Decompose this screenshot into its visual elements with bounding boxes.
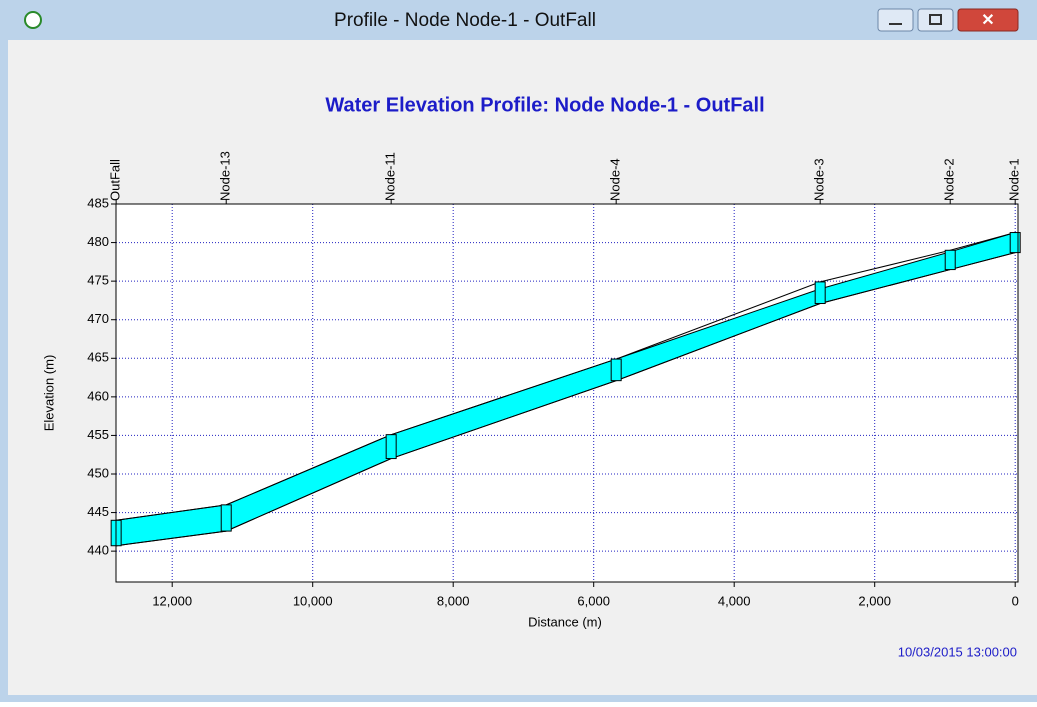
y-tick-label: 445: [87, 504, 109, 519]
y-tick-label: 450: [87, 465, 109, 480]
minimize-button[interactable]: [877, 8, 914, 32]
node-marker: [220, 504, 232, 532]
plot-border: [115, 203, 1019, 583]
close-icon: ✕: [981, 12, 994, 29]
x-tick-label: 0: [1012, 593, 1019, 608]
x-tick-label: 6,000: [577, 593, 610, 608]
x-tick-label: 4,000: [718, 593, 751, 608]
y-tick-label: 465: [87, 350, 109, 365]
node-marker: [814, 281, 826, 305]
node-label: OutFall: [108, 159, 123, 201]
node-label: Node-3: [812, 158, 827, 201]
chart-title: Water Elevation Profile: Node Node-1 - O…: [325, 94, 764, 116]
app-icon: [24, 11, 42, 29]
restore-button[interactable]: [917, 8, 954, 32]
x-tick-label: 8,000: [437, 593, 470, 608]
y-tick-label: 480: [87, 234, 109, 249]
x-tick-label: 12,000: [152, 593, 192, 608]
x-tick-label: 2,000: [858, 593, 891, 608]
node-label: Node-2: [942, 158, 957, 201]
y-tick-label: 440: [87, 543, 109, 558]
restore-icon: [929, 14, 942, 25]
node-marker: [610, 358, 622, 382]
y-tick-label: 470: [87, 311, 109, 326]
node-marker: [944, 249, 956, 271]
y-tick-label: 455: [87, 427, 109, 442]
timestamp: 10/03/2015 13:00:00: [898, 644, 1017, 659]
node-marker: [385, 434, 397, 460]
node-label: Node-11: [383, 152, 398, 201]
window-title: Profile - Node Node-1 - OutFall: [334, 10, 596, 31]
x-axis-label: Distance (m): [528, 614, 602, 629]
y-tick-label: 475: [87, 273, 109, 288]
y-axis-label: Elevation (m): [41, 355, 56, 432]
node-label: Node-13: [218, 151, 233, 201]
y-tick-label: 460: [87, 388, 109, 403]
node-label: Node-1: [1007, 158, 1022, 201]
y-tick-label: 485: [87, 195, 109, 210]
x-tick-label: 10,000: [293, 593, 333, 608]
node-label: Node-4: [608, 158, 623, 201]
node-marker: [1009, 232, 1021, 254]
close-button[interactable]: [957, 8, 1019, 32]
